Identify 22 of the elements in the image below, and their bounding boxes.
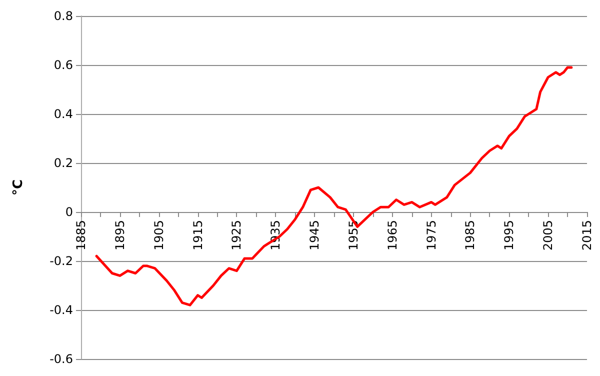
x-tick-label: 1925 xyxy=(230,220,244,251)
y-tick-label: -0.6 xyxy=(50,352,73,366)
line-series xyxy=(95,66,573,306)
x-tick-label: 1965 xyxy=(385,220,400,251)
x-tick-label: 1975 xyxy=(424,220,438,251)
x-tick-label: 1905 xyxy=(152,220,166,251)
y-tick-label: 0.8 xyxy=(54,9,73,23)
y-tick-label: -0.4 xyxy=(50,303,73,317)
y-axis-title: °C xyxy=(11,179,26,196)
x-tick-label: 1895 xyxy=(112,220,127,251)
y-tick-label: 0.6 xyxy=(54,58,73,72)
x-tick-label: 1985 xyxy=(463,220,478,251)
x-tick-label: 1995 xyxy=(502,220,516,251)
x-tick-label: 1945 xyxy=(308,220,322,251)
x-tick-label: 2005 xyxy=(541,220,556,251)
y-tick-label: 0.4 xyxy=(54,107,73,121)
y-tick-label: -0.2 xyxy=(50,254,73,268)
x-tick-label: 2015 xyxy=(580,220,594,251)
y-tick-label: 0.2 xyxy=(54,156,73,170)
y-tick-label: 0 xyxy=(65,205,73,219)
x-tick-label: 1915 xyxy=(190,220,205,251)
x-tick-label: 1885 xyxy=(74,220,88,251)
